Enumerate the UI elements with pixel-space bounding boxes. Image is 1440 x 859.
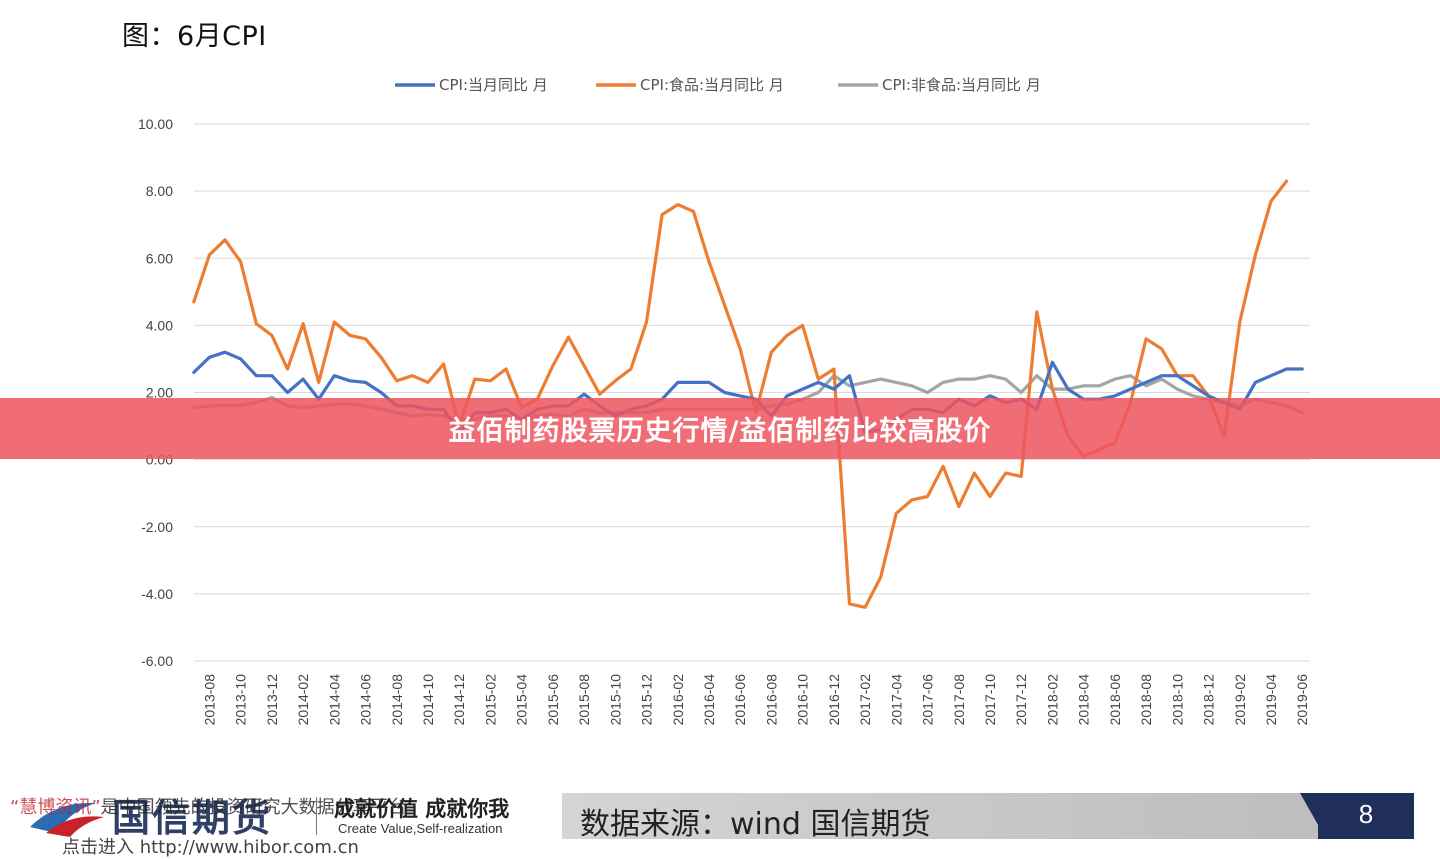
headline-banner[interactable]: 益佰制药股票历史行情/益佰制药比较高股价 — [0, 398, 1440, 459]
x-tick-label: 2014-06 — [358, 674, 374, 726]
legend-label: CPI:当月同比 月 — [439, 76, 548, 94]
x-tick-label: 2019-02 — [1232, 674, 1248, 726]
x-tick-label: 2017-12 — [1013, 674, 1029, 726]
source-bar: 数据来源：wind 国信期货 — [562, 793, 1332, 842]
x-tick-label: 2015-04 — [514, 674, 530, 726]
x-tick-label: 2018-04 — [1076, 674, 1092, 726]
x-tick-label: 2016-08 — [763, 674, 779, 726]
y-tick-label: 6.00 — [146, 250, 173, 266]
company-logo-text: 国信期货 — [112, 795, 273, 840]
data-source-text: 数据来源：wind 国信期货 — [580, 807, 931, 842]
page-number: 8 — [1358, 799, 1374, 829]
x-tick-label: 2016-02 — [670, 674, 686, 726]
y-tick-label: 8.00 — [146, 183, 173, 199]
chart-series — [192, 179, 1304, 609]
x-tick-label: 2019-06 — [1294, 674, 1310, 726]
x-tick-label: 2014-02 — [295, 674, 311, 726]
y-tick-label: -6.00 — [141, 653, 173, 669]
page-number-box — [1318, 793, 1414, 839]
x-tick-label: 2014-12 — [451, 674, 467, 726]
y-tick-label: -4.00 — [141, 586, 173, 602]
x-tick-label: 2015-10 — [607, 674, 623, 726]
page-title: 图：6月CPI — [122, 21, 267, 52]
x-tick-label: 2018-06 — [1107, 674, 1123, 726]
x-tick-label: 2017-04 — [888, 674, 904, 726]
y-tick-label: 2.00 — [146, 385, 173, 401]
logo-divider — [316, 797, 317, 835]
x-tick-label: 2015-12 — [639, 674, 655, 726]
x-tick-label: 2013-10 — [233, 674, 249, 726]
guoxin-logo-icon — [30, 802, 104, 837]
x-tick-label: 2016-12 — [826, 674, 842, 726]
y-tick-label: -2.00 — [141, 519, 173, 535]
x-tick-label: 2018-02 — [1044, 674, 1060, 726]
watermark-line-1[interactable]: “慧博资讯”是中国领先的投资研究大数据分享平台 — [10, 793, 407, 819]
legend-label: CPI:非食品:当月同比 月 — [882, 76, 1041, 94]
x-tick-label: 2016-10 — [795, 674, 811, 726]
footer: 国信期货 成就价值 成就你我 Create Value,Self-realiza… — [0, 775, 1440, 858]
series-line — [192, 350, 1304, 435]
x-tick-label: 2017-08 — [951, 674, 967, 726]
x-tick-label: 2018-08 — [1138, 674, 1154, 726]
x-tick-label: 2017-10 — [982, 674, 998, 726]
x-tick-label: 2013-08 — [201, 674, 217, 726]
x-tick-label: 2015-08 — [576, 674, 592, 726]
watermark-brand: “慧博资讯” — [10, 797, 101, 818]
line-chart: 10.008.006.004.002.000.00-2.00-4.00-6.00… — [138, 76, 1310, 725]
x-tick-label: 2013-12 — [264, 674, 280, 726]
x-tick-label: 2019-04 — [1263, 674, 1279, 726]
x-tick-label: 2018-10 — [1169, 674, 1185, 726]
x-tick-label: 2014-04 — [326, 674, 342, 726]
watermark-text: 是中国领先的投资研究大数据分享平台 — [100, 797, 407, 818]
x-tick-label: 2017-06 — [920, 674, 936, 726]
chart-grid — [194, 123, 1310, 662]
x-tick-label: 2015-02 — [482, 674, 498, 726]
chart-axes: 10.008.006.004.002.000.00-2.00-4.00-6.00… — [138, 116, 1310, 725]
x-tick-label: 2015-06 — [545, 674, 561, 726]
watermark-link[interactable]: 点击进入 http://www.hibor.com.cn — [62, 837, 359, 858]
y-tick-label: 4.00 — [146, 317, 173, 333]
chart-legend: CPI:当月同比 月 CPI:食品:当月同比 月 CPI:非食品:当月同比 月 — [395, 76, 1041, 94]
x-tick-label: 2016-04 — [701, 674, 717, 726]
slogan-chinese: 成就价值 成就你我 — [334, 797, 510, 821]
x-tick-label: 2014-08 — [389, 674, 405, 726]
x-tick-label: 2018-12 — [1201, 674, 1217, 726]
x-tick-label: 2016-06 — [732, 674, 748, 726]
headline-text: 益佰制药股票历史行情/益佰制药比较高股价 — [448, 416, 992, 447]
x-tick-label: 2017-02 — [857, 674, 873, 726]
legend-label: CPI:食品:当月同比 月 — [640, 76, 784, 94]
x-tick-label: 2014-10 — [420, 674, 436, 726]
slogan-english: Create Value,Self-realization — [338, 821, 503, 836]
y-tick-label: 10.00 — [138, 116, 173, 132]
